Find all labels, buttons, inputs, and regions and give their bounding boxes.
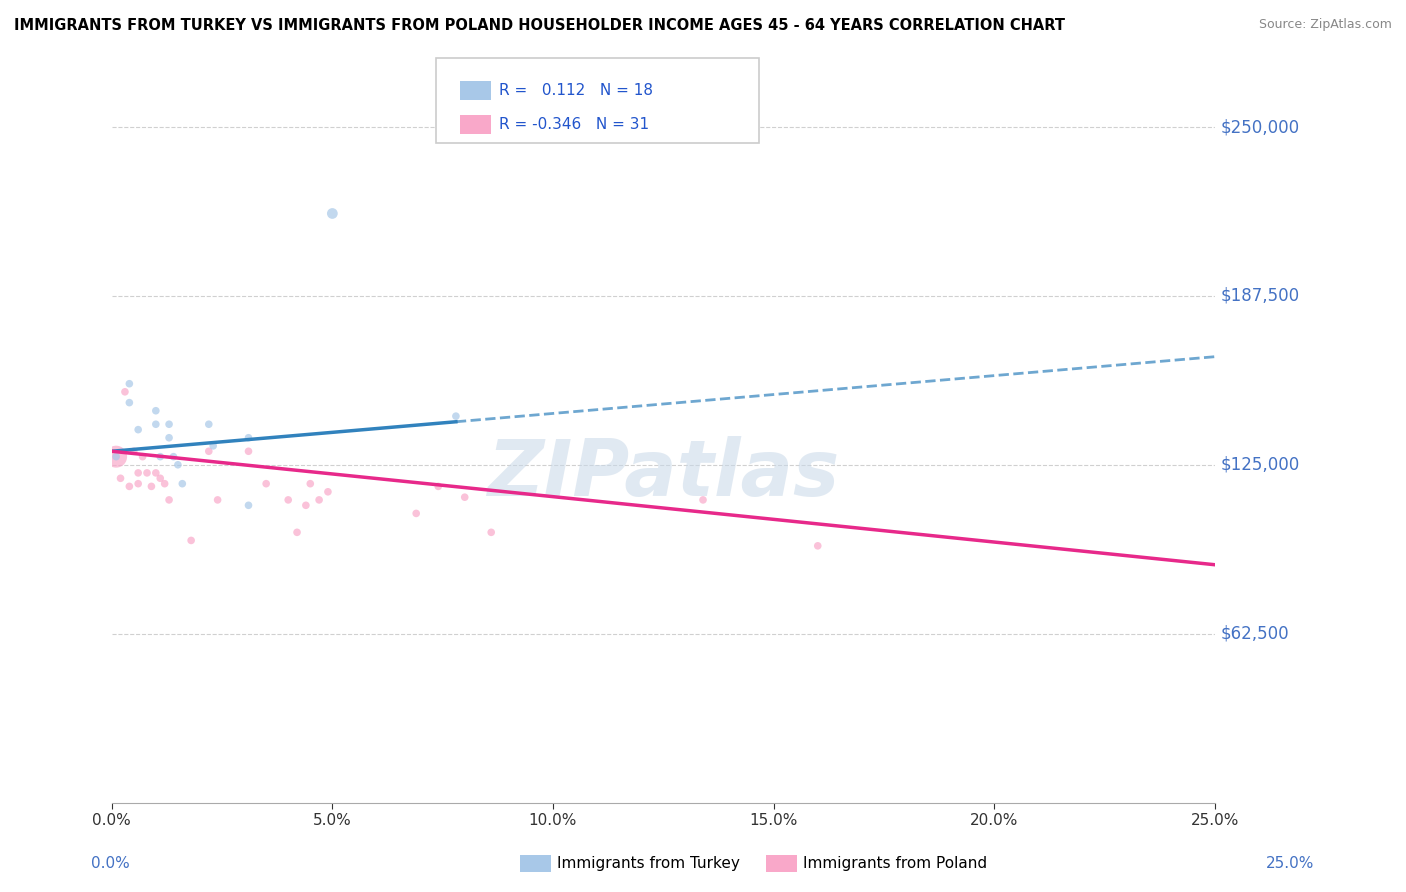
Point (149, 450, 172, 464)
Point (207, 492, 229, 507)
Point (110, 471, 132, 485)
Point (131, 450, 153, 464)
Point (405, 507, 427, 521)
Point (105, 450, 128, 464)
Point (145, 417, 167, 432)
Text: Immigrants from Poland: Immigrants from Poland (803, 856, 987, 871)
Point (285, 525, 308, 540)
Point (316, 484, 339, 499)
Point (145, 403, 167, 417)
Point (197, 417, 219, 432)
Point (167, 458, 190, 472)
Text: $187,500: $187,500 (1220, 287, 1299, 305)
Point (454, 490, 477, 504)
Text: IMMIGRANTS FROM TURKEY VS IMMIGRANTS FROM POLAND HOUSEHOLDER INCOME AGES 45 - 64: IMMIGRANTS FROM TURKEY VS IMMIGRANTS FRO… (14, 18, 1066, 33)
Point (105, 450, 128, 464)
Point (149, 471, 172, 485)
Point (238, 431, 260, 445)
Text: R =   0.112   N = 18: R = 0.112 N = 18 (499, 83, 654, 98)
Point (807, 539, 830, 553)
Point (127, 476, 149, 491)
Text: R = -0.346   N = 31: R = -0.346 N = 31 (499, 117, 650, 132)
Point (157, 492, 180, 507)
Point (122, 444, 145, 458)
Point (180, 533, 202, 548)
Point (197, 444, 219, 458)
Point (172, 476, 194, 491)
Point (136, 466, 159, 480)
Point (118, 479, 141, 493)
Point (427, 479, 450, 493)
Point (157, 417, 180, 432)
Text: 0.0%: 0.0% (91, 856, 131, 871)
Point (118, 376, 141, 391)
Text: $62,500: $62,500 (1220, 624, 1289, 642)
Point (157, 431, 180, 445)
Point (127, 423, 149, 437)
Text: $125,000: $125,000 (1220, 456, 1299, 474)
Text: ZIPatlas: ZIPatlas (488, 436, 839, 512)
Text: Source: ZipAtlas.com: Source: ZipAtlas.com (1258, 18, 1392, 31)
Text: $250,000: $250,000 (1220, 118, 1299, 136)
Point (145, 466, 167, 480)
Point (444, 409, 467, 424)
Text: Immigrants from Turkey: Immigrants from Turkey (557, 856, 740, 871)
Text: 25.0%: 25.0% (1267, 856, 1315, 871)
Point (692, 492, 714, 507)
Point (308, 492, 330, 507)
Point (202, 439, 225, 453)
Point (162, 450, 184, 464)
Point (141, 479, 163, 493)
Point (238, 498, 260, 512)
Point (254, 476, 277, 491)
Point (321, 206, 343, 220)
Point (238, 444, 260, 458)
Point (153, 476, 176, 491)
Point (299, 476, 322, 491)
Point (295, 498, 318, 512)
Point (277, 492, 299, 507)
Point (114, 384, 136, 399)
Point (127, 466, 149, 480)
Point (479, 525, 502, 540)
Point (118, 395, 141, 409)
